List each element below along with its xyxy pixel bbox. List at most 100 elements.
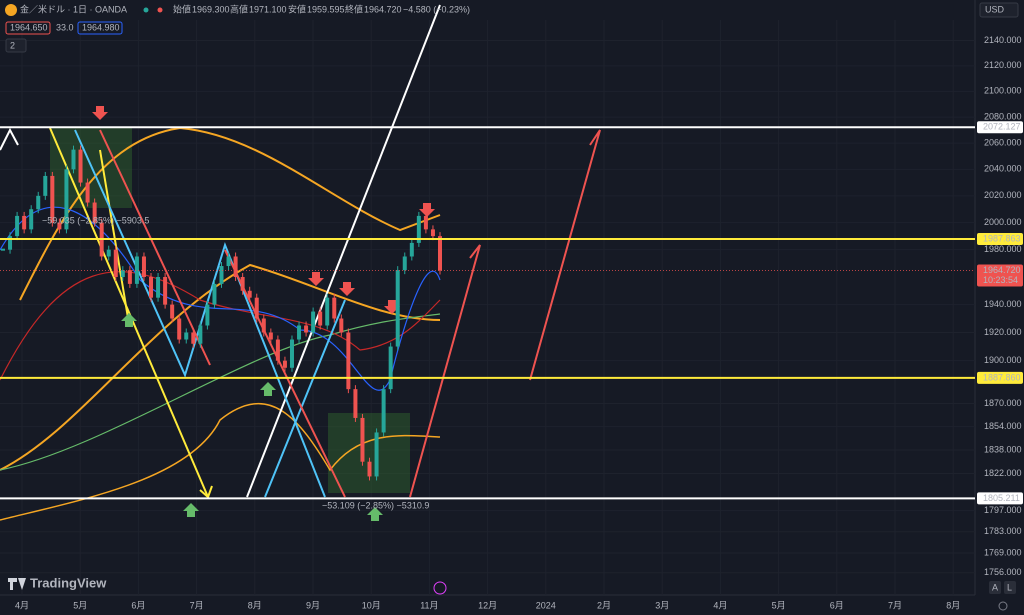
candle xyxy=(268,332,273,340)
y-tick-label: 1920.000 xyxy=(984,327,1022,337)
auto-button[interactable] xyxy=(989,581,1001,594)
candle xyxy=(1,248,5,251)
indicator-count[interactable]: 2 xyxy=(10,40,15,50)
candle xyxy=(141,256,146,278)
auto-label[interactable]: A xyxy=(992,582,998,592)
log-label[interactable]: L xyxy=(1007,582,1012,592)
candle xyxy=(177,318,182,340)
candle xyxy=(134,256,139,284)
projection xyxy=(99,129,211,366)
level-label: 1887.860 xyxy=(983,372,1021,382)
candle xyxy=(71,149,76,170)
moving-average-20 xyxy=(0,206,441,391)
range-box xyxy=(328,413,410,493)
candle xyxy=(353,389,358,418)
change: −4.580 (−0.23%) xyxy=(403,4,470,14)
x-tick-label: 2024 xyxy=(536,600,556,610)
candle xyxy=(367,461,372,477)
x-tick-label: 8月 xyxy=(248,600,262,610)
candle xyxy=(297,325,302,340)
x-tick-label: 4月 xyxy=(15,600,29,610)
x-tick-label: 5月 xyxy=(772,600,786,610)
candle xyxy=(416,215,421,243)
candle xyxy=(438,236,442,271)
symbol-icon xyxy=(5,4,17,16)
x-tick-label: 5月 xyxy=(73,600,87,610)
y-tick-label: 2040.000 xyxy=(984,164,1022,174)
candle xyxy=(212,283,217,305)
trend-line xyxy=(246,4,441,498)
status-dot xyxy=(143,7,149,13)
y-tick-label: 1838.000 xyxy=(984,444,1022,454)
candle xyxy=(289,339,294,368)
y-tick-label: 2020.000 xyxy=(984,190,1022,200)
level-box xyxy=(977,492,1023,505)
candle xyxy=(50,175,55,223)
candle xyxy=(57,222,62,230)
projection-arrow xyxy=(409,244,481,498)
brand: TradingView xyxy=(30,575,107,590)
y-tick-label: 1822.000 xyxy=(984,468,1022,478)
ohlc-label: 始値 xyxy=(173,3,191,14)
currency-select[interactable] xyxy=(979,2,1019,18)
candle xyxy=(120,270,125,278)
candle xyxy=(254,297,259,319)
bid-box[interactable] xyxy=(5,21,51,35)
bid[interactable]: 1964.650 xyxy=(10,22,48,32)
y-tick-label: 1854.000 xyxy=(984,421,1022,431)
log-button[interactable] xyxy=(1004,581,1016,594)
y-tick-label: 1900.000 xyxy=(984,355,1022,365)
y-tick-label: 1980.000 xyxy=(984,244,1022,254)
x-tick-label: 7月 xyxy=(888,600,902,610)
sell-signal xyxy=(308,272,324,286)
candle xyxy=(430,229,435,237)
candle xyxy=(318,311,323,326)
replay-icon[interactable] xyxy=(433,581,447,595)
sell-signal xyxy=(419,203,435,217)
ask[interactable]: 1964.980 xyxy=(82,22,120,32)
x-tick-label: 4月 xyxy=(713,600,727,610)
level-label: 2072.127 xyxy=(983,122,1021,132)
projection-arrow xyxy=(529,129,601,381)
candle xyxy=(184,332,189,340)
level-box xyxy=(977,121,1023,134)
buy-signal xyxy=(183,503,199,517)
x-tick-label: 10月 xyxy=(362,600,381,610)
trend-line xyxy=(49,127,209,498)
candle xyxy=(113,249,118,278)
settings-icon[interactable] xyxy=(998,601,1008,611)
y-tick-label: 2000.000 xyxy=(984,217,1022,227)
y-tick-label: 1797.000 xyxy=(984,505,1022,515)
x-tick-label: 7月 xyxy=(190,600,204,610)
ohlc-label: 高値 xyxy=(230,3,248,14)
spread: 33.0 xyxy=(56,22,74,32)
brand-logo xyxy=(8,578,26,590)
candle xyxy=(381,389,386,433)
ask-box[interactable] xyxy=(77,21,123,35)
candle xyxy=(8,236,13,250)
candle xyxy=(374,432,379,477)
y-tick-label: 1940.000 xyxy=(984,299,1022,309)
y-tick-label: 1783.000 xyxy=(984,526,1022,536)
buy-signal xyxy=(260,382,276,396)
symbol: 金／米ドル · 1日 · OANDA xyxy=(20,3,127,14)
x-tick-label: 2月 xyxy=(597,600,611,610)
candles xyxy=(1,145,442,481)
x-tick-label: 3月 xyxy=(655,600,669,610)
candle xyxy=(15,215,20,237)
candle xyxy=(191,332,196,344)
candle xyxy=(247,290,252,298)
arrow xyxy=(199,485,213,499)
candle xyxy=(346,332,351,390)
buy-signal xyxy=(367,507,383,521)
last-price-box xyxy=(977,264,1023,287)
x-tick-label: 6月 xyxy=(830,600,844,610)
bollinger-outer xyxy=(0,402,441,521)
x-tick-label: 11月 xyxy=(420,600,438,610)
currency[interactable]: USD xyxy=(985,4,1005,14)
measure-label: −59.035 (−2.85%) −5903.5 xyxy=(42,215,149,225)
ohlc-value: 1959.595 xyxy=(307,4,345,14)
indicator-toggle[interactable] xyxy=(5,38,27,53)
candle xyxy=(170,304,175,319)
